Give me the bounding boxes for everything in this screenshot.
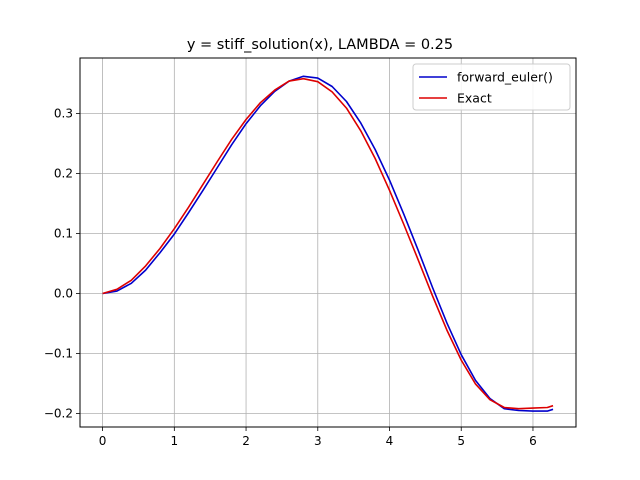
y-tick-label: −0.1 [44,347,73,361]
x-tick-label: 3 [314,434,322,448]
legend-label: forward_euler() [457,70,553,85]
x-tick-label: 6 [529,434,537,448]
legend-label: Exact [457,91,492,106]
y-tick-label: 0.1 [54,227,73,241]
x-tick-label: 0 [99,434,107,448]
axis-ticks: 0 1 2 3 4 5 6 −0.2 −0.1 0.0 0.1 0.2 0.3 [44,107,537,449]
legend: forward_euler() Exact [412,63,571,111]
x-tick-label: 5 [457,434,465,448]
y-tick-label: 0.2 [54,167,73,181]
grid [80,58,576,427]
x-tick-label: 2 [242,434,250,448]
x-tick-label: 1 [171,434,179,448]
series-line-exact [102,77,554,410]
series-layer [102,75,554,412]
y-tick-label: −0.2 [44,407,73,421]
series-line-forward-euler [102,75,554,412]
y-tick-label: 0.3 [54,107,73,121]
x-tick-label: 4 [386,434,394,448]
chart-title: y = stiff_solution(x), LAMBDA = 0.25 [187,37,453,53]
legend-box [412,63,571,111]
y-tick-label: 0.0 [54,287,73,301]
plot-frame [79,57,577,428]
